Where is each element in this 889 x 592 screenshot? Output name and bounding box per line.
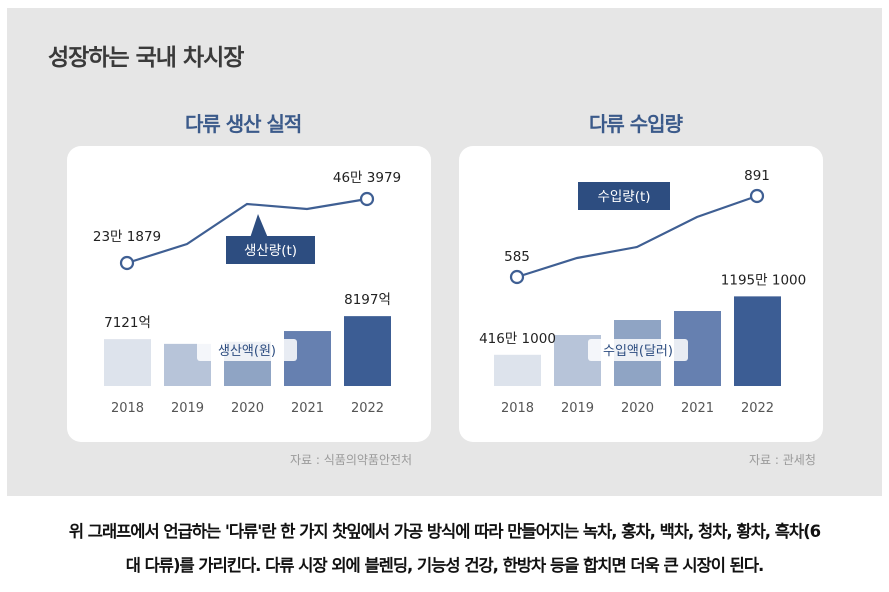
bar-2022	[344, 316, 391, 386]
source-imports: 자료 : 관세청	[749, 453, 816, 467]
line-data-label: 23만 1879	[93, 229, 161, 245]
x-tick-label: 2022	[351, 401, 384, 416]
bar-2022	[734, 296, 781, 386]
line-series-생산량(t)	[126, 197, 368, 265]
x-tick-label: 2022	[741, 401, 774, 416]
chart-title-imports: 다류 수입량	[589, 112, 683, 136]
line-series-label: 생산량(t)	[244, 243, 297, 259]
x-tick-label: 2020	[231, 401, 264, 416]
line-data-label: 891	[744, 168, 770, 184]
imports-chart-card: 2018 2019 2020 2021 2022 416만 1000 1195만 1000 수…	[459, 146, 823, 442]
line-point-2018	[509, 269, 525, 285]
bar-series-label: 수입액(달러)	[603, 344, 673, 359]
chart-title-production: 다류 생산 실적	[185, 112, 302, 136]
line-point-2018	[119, 255, 135, 271]
bar-data-label: 8197억	[344, 292, 391, 308]
bar-series-label-bg	[588, 339, 688, 361]
x-tick-label: 2021	[291, 401, 324, 416]
line-data-label: 46만 3979	[333, 170, 401, 186]
line-series-callout	[578, 182, 670, 210]
bar-series-label-bg	[197, 339, 297, 361]
x-tick-label: 2018	[501, 401, 534, 416]
x-tick-label: 2019	[561, 401, 594, 416]
bar-data-label: 1195만 1000	[721, 272, 806, 288]
bar-2018	[494, 354, 541, 386]
x-tick-label: 2018	[111, 401, 144, 416]
line-series-label: 수입량(t)	[597, 189, 650, 205]
x-tick-label: 2020	[621, 401, 654, 416]
line-series-callout-pointer	[250, 214, 268, 238]
imports-chart: 2018 2019 2020 2021 2022 416만 1000 1195만 1000 수…	[479, 168, 806, 416]
bar-data-label: 7121억	[104, 315, 151, 331]
bar-series-label: 생산액(원)	[218, 344, 276, 359]
caption-line-1: 위 그래프에서 언급하는 '다류'란 한 가지 찻잎에서 가공 방식에 따라 만…	[68, 522, 821, 541]
source-production: 자료 : 식품의약품안전처	[290, 453, 413, 467]
bar-data-label: 416만 1000	[479, 331, 556, 347]
line-point-2022	[359, 191, 375, 207]
x-tick-label: 2019	[171, 401, 204, 416]
line-series-수입량(t)	[516, 194, 758, 279]
x-tick-label: 2021	[681, 401, 714, 416]
line-series-callout	[226, 236, 315, 264]
caption-line-2: 대 다류)를 가리킨다. 다류 시장 외에 블렌딩, 기능성 건강, 한방차 등…	[125, 556, 765, 575]
line-point-2022	[749, 188, 765, 204]
line-data-label: 585	[504, 249, 530, 265]
bar-2018	[104, 339, 151, 386]
main-title: 성장하는 국내 차시장	[48, 45, 244, 71]
